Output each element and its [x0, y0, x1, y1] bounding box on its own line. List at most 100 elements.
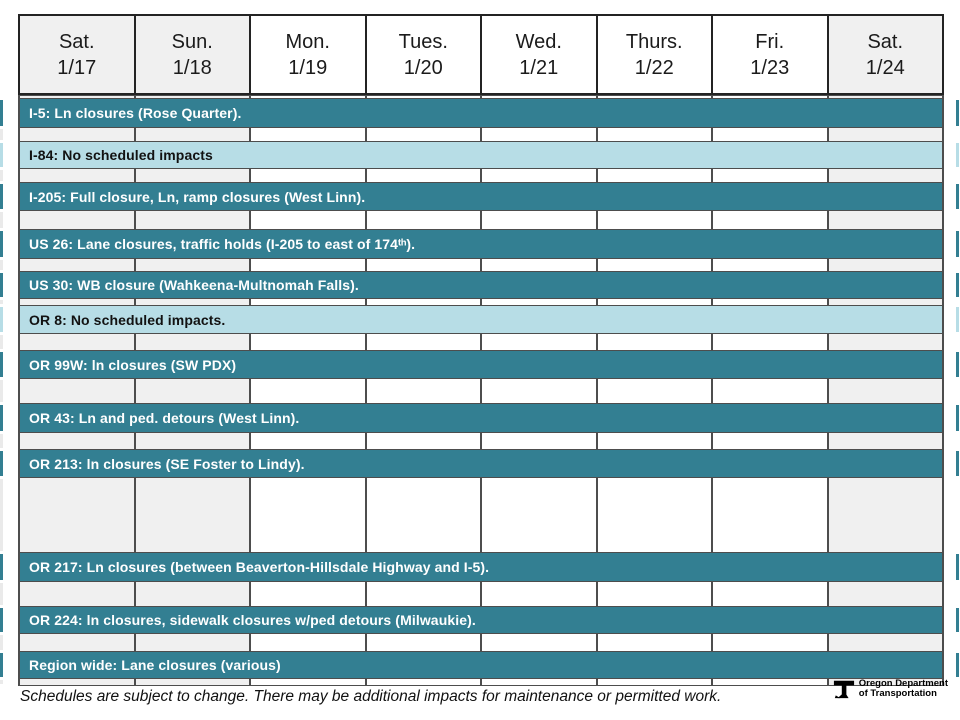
banner-i-205: I-205: Full closure, Ln, ramp closures (… — [0, 183, 959, 210]
banner-us-30: US 30: WB closure (Wahkeena-Multnomah Fa… — [0, 272, 959, 298]
day-cell — [828, 433, 942, 449]
day-cell — [251, 334, 367, 350]
day-cell — [828, 128, 942, 141]
grid-spacer-row — [0, 378, 942, 404]
day-cell — [482, 334, 598, 350]
day-cell — [251, 169, 367, 182]
day-cell — [135, 334, 251, 350]
day-cell — [482, 634, 598, 651]
day-cell — [828, 211, 942, 229]
banner-label: US 30: WB closure (Wahkeena-Multnomah Fa… — [29, 277, 359, 293]
day-cell — [597, 582, 713, 606]
day-cell — [135, 634, 251, 651]
day-cell — [366, 259, 482, 271]
day-cell — [251, 128, 367, 141]
calendar-header: Sat. 1/17 Sun. 1/18 Mon. 1/19 Tues. 1/20… — [18, 14, 944, 95]
day-cell — [366, 334, 482, 350]
day-cell — [597, 169, 713, 182]
banner-label: OR 213: ln closures (SE Foster to Lindy)… — [29, 455, 305, 472]
day-cell — [135, 379, 251, 403]
day-cell — [20, 582, 136, 606]
grid-spacer-row — [0, 678, 942, 686]
day-cell — [828, 169, 942, 182]
day-cell — [366, 169, 482, 182]
day-cell — [251, 433, 367, 449]
day-cell — [713, 299, 829, 305]
schedule-disclaimer: Schedules are subject to change. There m… — [20, 688, 722, 705]
day-cell — [251, 96, 367, 98]
banner-label: OR 217: Ln closures (between Beaverton-H… — [29, 559, 490, 575]
day-date: 1/20 — [403, 56, 443, 79]
day-cell — [828, 259, 942, 271]
day-name: Thurs. — [625, 30, 683, 53]
day-cell — [251, 379, 367, 403]
day-cell — [597, 634, 713, 651]
day-cell — [366, 299, 482, 305]
day-date: 1/19 — [288, 56, 328, 79]
odot-logo: Oregon Department of Transportation — [832, 678, 948, 700]
day-cell — [482, 379, 598, 403]
day-header-fri: Fri. 1/23 — [713, 16, 829, 93]
day-cell — [597, 379, 713, 403]
day-cell — [713, 169, 829, 182]
day-cell — [20, 169, 136, 182]
day-cell — [20, 679, 136, 685]
grid-spacer-row — [0, 333, 942, 351]
day-name: Wed. — [515, 30, 562, 53]
day-cell — [597, 478, 713, 552]
day-cell — [713, 334, 829, 350]
day-cell — [482, 259, 598, 271]
day-header-sun: Sun. 1/18 — [135, 16, 251, 93]
day-cell — [135, 679, 251, 685]
banner-or-8: OR 8: No scheduled impacts. — [0, 306, 959, 333]
banner-label: OR 99W: ln closures (SW PDX) — [29, 356, 237, 373]
day-cell — [482, 128, 598, 141]
day-cell — [366, 433, 482, 449]
logo-text-line2: of Transportation — [858, 688, 937, 699]
day-cell — [135, 433, 251, 449]
day-cell — [482, 211, 598, 229]
odot-logo-text: Oregon Department of Transportation — [858, 678, 948, 700]
day-cell — [597, 334, 713, 350]
day-cell — [482, 299, 598, 305]
day-cell — [20, 128, 136, 141]
banner-label: I-5: Ln closures (Rose Quarter). — [29, 105, 242, 121]
day-cell — [597, 433, 713, 449]
day-cell — [20, 299, 136, 305]
day-cell — [482, 478, 598, 552]
grid-spacer-row — [0, 633, 942, 652]
day-name: Mon. — [285, 30, 330, 53]
day-cell — [366, 634, 482, 651]
day-cell — [482, 582, 598, 606]
day-cell — [135, 128, 251, 141]
day-cell — [597, 128, 713, 141]
day-cell — [135, 299, 251, 305]
day-cell — [828, 478, 942, 552]
day-cell — [251, 582, 367, 606]
day-cell — [597, 259, 713, 271]
banner-label: OR 43: Ln and ped. detours (West Linn). — [29, 410, 300, 426]
day-cell — [251, 259, 367, 271]
day-header-thurs: Thurs. 1/22 — [597, 16, 713, 93]
day-cell — [713, 582, 829, 606]
day-date: 1/24 — [865, 56, 905, 79]
day-date: 1/21 — [519, 56, 559, 79]
day-name: Fri. — [755, 30, 785, 53]
day-cell — [828, 96, 942, 98]
day-header-wed: Wed. 1/21 — [482, 16, 598, 93]
schedule-grid: I-5: Ln closures (Rose Quarter). I-84: N… — [0, 95, 959, 686]
day-cell — [20, 96, 136, 98]
day-cell — [828, 582, 942, 606]
day-cell — [482, 433, 598, 449]
day-cell — [713, 634, 829, 651]
day-cell — [482, 96, 598, 98]
banner-region-wide: Region wide: Lane closures (various) — [0, 652, 959, 678]
grid-spacer-row — [0, 127, 942, 142]
day-header-tues: Tues. 1/20 — [366, 16, 482, 93]
banner-label: US 26: Lane closures, traffic holds (I-2… — [29, 236, 416, 252]
day-cell — [20, 379, 136, 403]
grid-spacer-row — [0, 258, 942, 272]
day-cell — [20, 259, 136, 271]
odot-logo-mark — [833, 680, 854, 699]
day-name: Sat. — [867, 30, 904, 53]
